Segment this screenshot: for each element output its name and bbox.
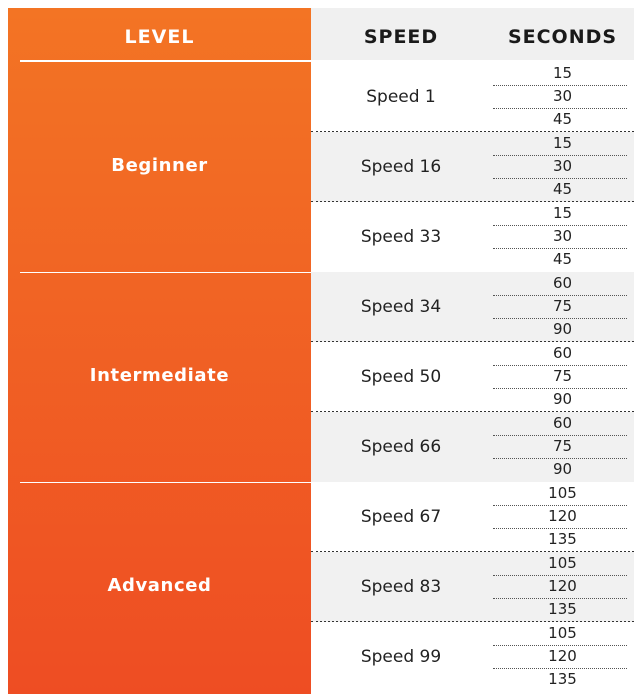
seconds-value: 135 (548, 600, 577, 618)
seconds-value: 120 (548, 647, 577, 665)
seconds-divider (493, 318, 627, 319)
seconds-value: 135 (548, 670, 577, 688)
header-speed: SPEED (311, 8, 491, 60)
seconds-value: 15 (552, 64, 573, 82)
seconds-value: 105 (548, 624, 577, 642)
speed-label: Speed 33 (360, 227, 442, 247)
header-seconds: SECONDS (491, 8, 634, 60)
header-level: LEVEL (124, 26, 195, 48)
speed-row: Speed 1 15 30 45 (311, 62, 634, 133)
speed-row: Speed 33 15 30 45 (311, 202, 634, 272)
speed-label: Speed 16 (360, 157, 442, 177)
speed-row: Speed 83 105 120 135 (311, 552, 634, 623)
speed-label: Speed 50 (360, 367, 442, 387)
seconds-value: 90 (552, 320, 573, 338)
seconds-divider (493, 505, 627, 506)
speed-label: Speed 66 (360, 437, 442, 457)
level-label: Intermediate (89, 365, 230, 386)
level-column (8, 8, 311, 694)
seconds-value: 75 (552, 437, 573, 455)
seconds-divider (493, 598, 627, 599)
header-underline (20, 60, 311, 62)
speed-label: Speed 83 (360, 577, 442, 597)
seconds-value: 60 (552, 274, 573, 292)
seconds-value: 90 (552, 460, 573, 478)
speed-row: Speed 66 60 75 90 (311, 412, 634, 482)
seconds-value: 60 (552, 344, 573, 362)
seconds-value: 90 (552, 390, 573, 408)
seconds-value: 15 (552, 134, 573, 152)
seconds-value: 60 (552, 414, 573, 432)
seconds-divider (493, 108, 627, 109)
seconds-divider (493, 528, 627, 529)
seconds-divider (493, 668, 627, 669)
speed-level-table: LEVEL SPEED SECONDS Beginner Speed 1 15 30 4… (8, 8, 634, 694)
seconds-divider (493, 575, 627, 576)
seconds-value: 75 (552, 297, 573, 315)
seconds-value: 75 (552, 367, 573, 385)
seconds-value: 105 (548, 554, 577, 572)
seconds-divider (493, 295, 627, 296)
speed-row: Speed 16 15 30 45 (311, 132, 634, 203)
seconds-value: 120 (548, 507, 577, 525)
seconds-divider (493, 388, 627, 389)
level-divider (20, 272, 311, 273)
seconds-divider (493, 155, 627, 156)
seconds-value: 120 (548, 577, 577, 595)
level-label: Beginner (111, 155, 208, 176)
seconds-value: 105 (548, 484, 577, 502)
speed-label: Speed 1 (366, 87, 436, 107)
seconds-value: 45 (552, 250, 573, 268)
seconds-divider (493, 365, 627, 366)
seconds-value: 30 (552, 227, 573, 245)
speed-label: Speed 67 (360, 507, 442, 527)
seconds-divider (493, 645, 627, 646)
speed-row: Speed 99 105 120 135 (311, 622, 634, 692)
seconds-value: 30 (552, 87, 573, 105)
seconds-divider (493, 458, 627, 459)
seconds-divider (493, 85, 627, 86)
seconds-divider (493, 248, 627, 249)
seconds-value: 45 (552, 180, 573, 198)
seconds-value: 135 (548, 530, 577, 548)
level-label: Advanced (107, 575, 212, 596)
seconds-value: 45 (552, 110, 573, 128)
seconds-divider (493, 435, 627, 436)
speed-row: Speed 50 60 75 90 (311, 342, 634, 413)
level-divider (20, 482, 311, 483)
speed-label: Speed 34 (360, 297, 442, 317)
speed-row: Speed 67 105 120 135 (311, 482, 634, 553)
seconds-divider (493, 225, 627, 226)
seconds-value: 30 (552, 157, 573, 175)
seconds-divider (493, 178, 627, 179)
seconds-value: 15 (552, 204, 573, 222)
speed-row: Speed 34 60 75 90 (311, 272, 634, 343)
speed-label: Speed 99 (360, 647, 442, 667)
